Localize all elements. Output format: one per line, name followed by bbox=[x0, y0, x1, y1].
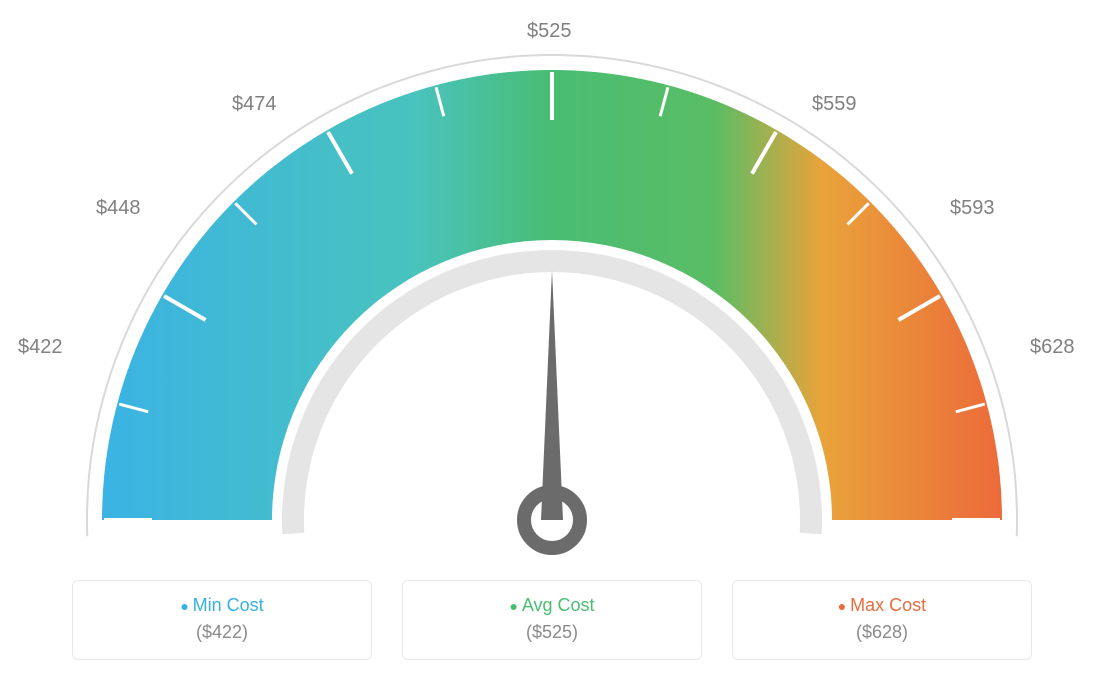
gauge-tick-label: $448 bbox=[96, 197, 141, 220]
legend-avg-box: Avg Cost ($525) bbox=[402, 580, 702, 660]
legend-avg-value: ($525) bbox=[403, 622, 701, 643]
gauge-tick-label: $525 bbox=[527, 20, 572, 43]
gauge-tick-label: $422 bbox=[18, 336, 63, 359]
gauge-tick-label: $559 bbox=[812, 93, 857, 116]
legend-min-label: Min Cost bbox=[73, 595, 371, 616]
legend-row: Min Cost ($422) Avg Cost ($525) Max Cost… bbox=[0, 580, 1104, 660]
gauge-tick-label: $593 bbox=[950, 197, 995, 220]
gauge-chart: $422 $448 $474 $525 $559 $593 $628 bbox=[0, 20, 1104, 580]
gauge-tick-label: $474 bbox=[232, 93, 277, 116]
legend-min-box: Min Cost ($422) bbox=[72, 580, 372, 660]
gauge-tick-label: $628 bbox=[1030, 336, 1075, 359]
legend-min-value: ($422) bbox=[73, 622, 371, 643]
legend-avg-label: Avg Cost bbox=[403, 595, 701, 616]
gauge-svg bbox=[0, 20, 1104, 580]
legend-max-label: Max Cost bbox=[733, 595, 1031, 616]
legend-max-box: Max Cost ($628) bbox=[732, 580, 1032, 660]
gauge-needle bbox=[541, 270, 563, 520]
legend-max-value: ($628) bbox=[733, 622, 1031, 643]
